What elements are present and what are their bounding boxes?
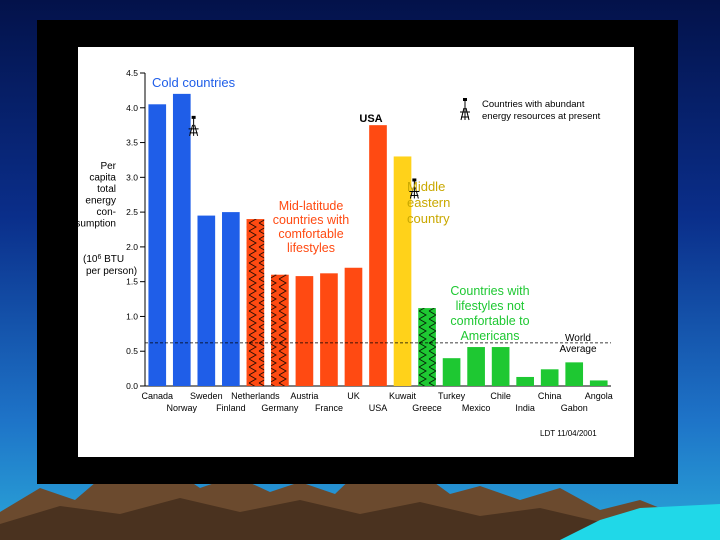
annotation-middle-eastern-line: eastern xyxy=(407,195,450,210)
y-tick-label: 4.5 xyxy=(126,68,138,78)
annotation-developing-line: lifestyles not xyxy=(456,299,525,313)
x-label-india: India xyxy=(515,403,535,413)
bar-china xyxy=(540,369,559,386)
annotation-mid-latitude-line: comfortable xyxy=(278,227,343,241)
bar-canada xyxy=(148,104,167,387)
annotation-cold-countries: Cold countries xyxy=(152,75,236,90)
annotation-mid-latitude-line: Mid-latitude xyxy=(279,199,344,213)
bar-texture-greece xyxy=(418,308,436,386)
x-label-germany: Germany xyxy=(261,403,299,413)
x-label-austria: Austria xyxy=(290,391,318,401)
y-axis-unit-suffix: BTU xyxy=(101,254,124,265)
legend-rig-icon xyxy=(460,98,470,121)
bar-finland xyxy=(222,212,240,386)
y-tick-label: 1.5 xyxy=(126,277,138,287)
bar-india xyxy=(516,376,534,386)
x-label-turkey: Turkey xyxy=(438,391,466,401)
y-axis-unit-line-2: per person) xyxy=(86,266,137,277)
mountain-shadow xyxy=(0,498,720,540)
bar-kuwait xyxy=(393,156,412,386)
x-label-france: France xyxy=(315,403,343,413)
y-axis-title-line: capita xyxy=(89,173,116,184)
rig-top xyxy=(412,178,417,182)
rig-icon-norway xyxy=(188,115,199,136)
y-axis-title-line: total xyxy=(97,184,116,195)
y-tick-label: 1.0 xyxy=(126,311,138,321)
category-label-layer: Canada Norway Sweden Finland Netherlands Germ… xyxy=(141,391,612,413)
annotation-developing-line: Countries with xyxy=(450,284,529,298)
y-axis-title-line: sumption xyxy=(78,219,116,230)
y-tick-label: 2.5 xyxy=(126,207,138,217)
bar-mexico xyxy=(467,347,485,386)
energy-consumption-chart: 0.0 0.5 1.0 1.5 2.0 2.5 3.0 3.5 4.0 4.5 Percapitat… xyxy=(78,68,613,438)
y-axis-unit: (106 BTU xyxy=(83,254,124,266)
bar-austria xyxy=(295,276,314,386)
x-label-finland: Finland xyxy=(216,403,246,413)
y-axis-unit-base: (10 xyxy=(83,254,98,265)
legend-line-1: Countries with abundant xyxy=(482,99,585,110)
x-label-norway: Norway xyxy=(167,403,198,413)
rig-leg xyxy=(189,124,194,136)
y-tick-label: 0.0 xyxy=(126,381,138,391)
x-label-canada: Canada xyxy=(141,391,173,401)
rig-top xyxy=(191,115,196,119)
rig-leg xyxy=(194,124,199,136)
rig-leg xyxy=(409,187,414,199)
legend-line-2: energy resources at present xyxy=(482,111,601,122)
bar-angola xyxy=(589,380,608,386)
y-axis-title-line: con- xyxy=(97,207,116,218)
annotation-middle-eastern-line: Middle xyxy=(407,179,445,194)
bar-texture-germany xyxy=(271,274,289,386)
annotation-mid-latitude-line: countries with xyxy=(273,213,349,227)
rig-leg xyxy=(414,187,419,199)
bar-gabon xyxy=(565,362,584,386)
annotation-middle-eastern-line: country xyxy=(407,211,450,226)
bar-sweden xyxy=(197,215,216,386)
bar-france xyxy=(320,273,338,386)
axis-layer: 0.0 0.5 1.0 1.5 2.0 2.5 3.0 3.5 4.0 4.5 Percapitat… xyxy=(78,68,611,391)
chart-panel: 0.0 0.5 1.0 1.5 2.0 2.5 3.0 3.5 4.0 4.5 Per capita t… xyxy=(78,47,634,457)
y-tick-label: 0.5 xyxy=(126,346,138,356)
credit-text: LDT 11/04/2001 xyxy=(540,429,597,438)
bar-layer xyxy=(148,93,608,387)
x-label-gabon: Gabon xyxy=(561,403,588,413)
annotation-developing-line: comfortable to xyxy=(450,314,529,328)
annotation-mid-latitude-line: lifestyles xyxy=(287,241,335,255)
x-label-china: China xyxy=(538,391,562,401)
legend: Countries with abundant energy resources… xyxy=(460,98,601,122)
y-tick-label: 3.0 xyxy=(126,172,138,182)
bar-chile xyxy=(491,347,510,386)
x-label-usa: USA xyxy=(369,403,388,413)
rig-icon-kuwait xyxy=(409,178,420,199)
annotation-usa: USA xyxy=(359,113,382,125)
bar-usa xyxy=(369,125,387,387)
bar-texture-netherlands xyxy=(246,219,265,386)
x-label-mexico: Mexico xyxy=(462,403,491,413)
water-strip xyxy=(560,504,720,540)
bar-turkey xyxy=(442,358,461,386)
world-average-label-2: Average xyxy=(559,344,597,355)
y-tick-label: 3.5 xyxy=(126,138,138,148)
y-axis-title-line: energy xyxy=(85,196,116,207)
annotation-developing-line: Americans xyxy=(460,329,519,343)
x-label-greece: Greece xyxy=(412,403,442,413)
y-tick-label: 4.0 xyxy=(126,103,138,113)
x-label-chile: Chile xyxy=(490,391,511,401)
bar-uk xyxy=(344,267,363,386)
x-label-angola: Angola xyxy=(585,391,613,401)
x-label-uk: UK xyxy=(347,391,360,401)
y-axis-title-line: Per xyxy=(100,161,116,172)
x-label-kuwait: Kuwait xyxy=(389,391,417,401)
x-label-sweden: Sweden xyxy=(190,391,223,401)
world-average-label-1: World xyxy=(565,333,591,344)
bar-norway xyxy=(172,93,191,386)
y-tick-label: 2.0 xyxy=(126,242,138,252)
x-label-netherlands: Netherlands xyxy=(231,391,280,401)
y-axis-unit-exponent: 6 xyxy=(97,254,101,261)
